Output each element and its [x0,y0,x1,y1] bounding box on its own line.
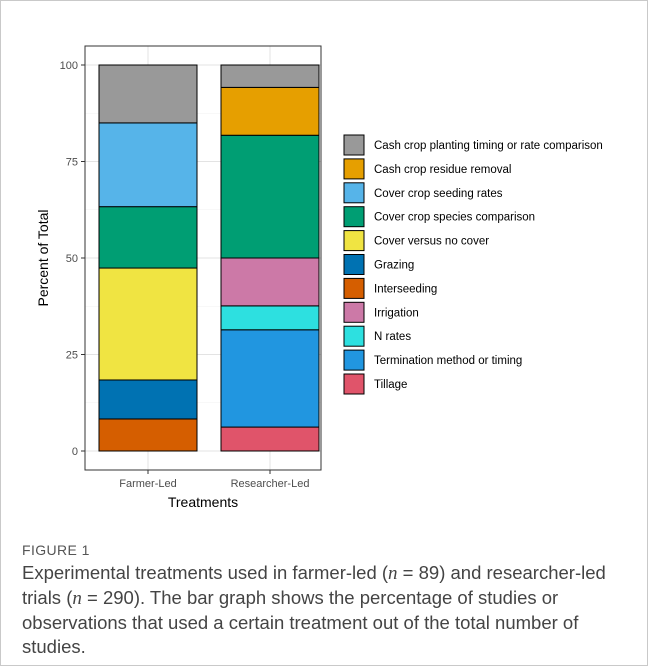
bar-segment [98,379,198,420]
legend-label: Tillage [374,379,407,391]
legend-swatch [343,182,365,204]
y-tick-label: 50 [66,253,78,265]
legend-swatch [343,301,365,323]
legend-swatch [343,373,365,395]
bar-segment [220,86,320,136]
x-axis-title: Treatments [168,494,238,510]
legend-swatch [343,230,365,252]
bar-segment [98,122,198,208]
x-tick-label: Researcher-Led [231,478,310,490]
bar-segment [220,305,320,331]
bar-segment [220,134,320,259]
legend-swatch [343,254,365,275]
legend-swatch [343,134,365,156]
y-tick-label: 25 [66,350,78,362]
y-tick-label: 75 [66,157,78,169]
legend-label: Interseeding [374,283,437,295]
legend-swatch [343,277,365,299]
stacked-bar-chart: 0 25 50 75 100 Farmer-Led Researcher-Led Perc… [35,45,603,510]
x-axis: Farmer-Led Researcher-Led [119,470,309,490]
y-axis-title: Percent of Total [35,209,51,306]
legend-label: Cash crop planting timing or rate compar… [374,140,603,152]
legend-label: Cover versus no cover [374,236,489,248]
legend-label: Grazing [374,260,414,272]
bar-segment [98,64,198,124]
bar-segment [220,257,320,307]
bars [98,64,320,452]
legend-label: Cash crop residue removal [374,164,511,176]
caption-text-3: = 290). The bar graph shows the percenta… [22,587,579,657]
figure-label: FIGURE 1 [22,542,90,558]
bar-segment [220,426,320,452]
legend-label: Cover crop seeding rates [374,188,503,200]
y-tick-label: 0 [72,446,78,458]
bar-segment [220,64,320,88]
caption-n-1: n [388,563,398,584]
legend-swatch [343,349,365,371]
bar-segment [98,267,198,381]
caption-text-2: = 89) and researcher-led trials ( [22,562,606,608]
legend-label: Cover crop species comparison [374,212,535,224]
legend-label: Termination method or timing [374,355,522,367]
bar-segment [220,329,320,428]
legend: Cash crop planting timing or rate compar… [343,134,603,395]
legend-swatch [343,206,365,228]
figure-caption: Experimental treatments used in farmer-l… [22,561,632,659]
y-axis: 0 25 50 75 100 [60,60,85,458]
legend-label: N rates [374,331,411,343]
y-tick-label: 100 [60,60,78,72]
legend-label: Irrigation [374,307,419,319]
legend-swatch [343,325,365,347]
caption-n-2: n [72,588,82,609]
bar-segment [98,418,198,452]
legend-swatch [343,158,365,180]
x-tick-label: Farmer-Led [119,478,176,490]
caption-text-1: Experimental treatments used in farmer-l… [22,562,389,583]
bar-segment [98,206,198,269]
